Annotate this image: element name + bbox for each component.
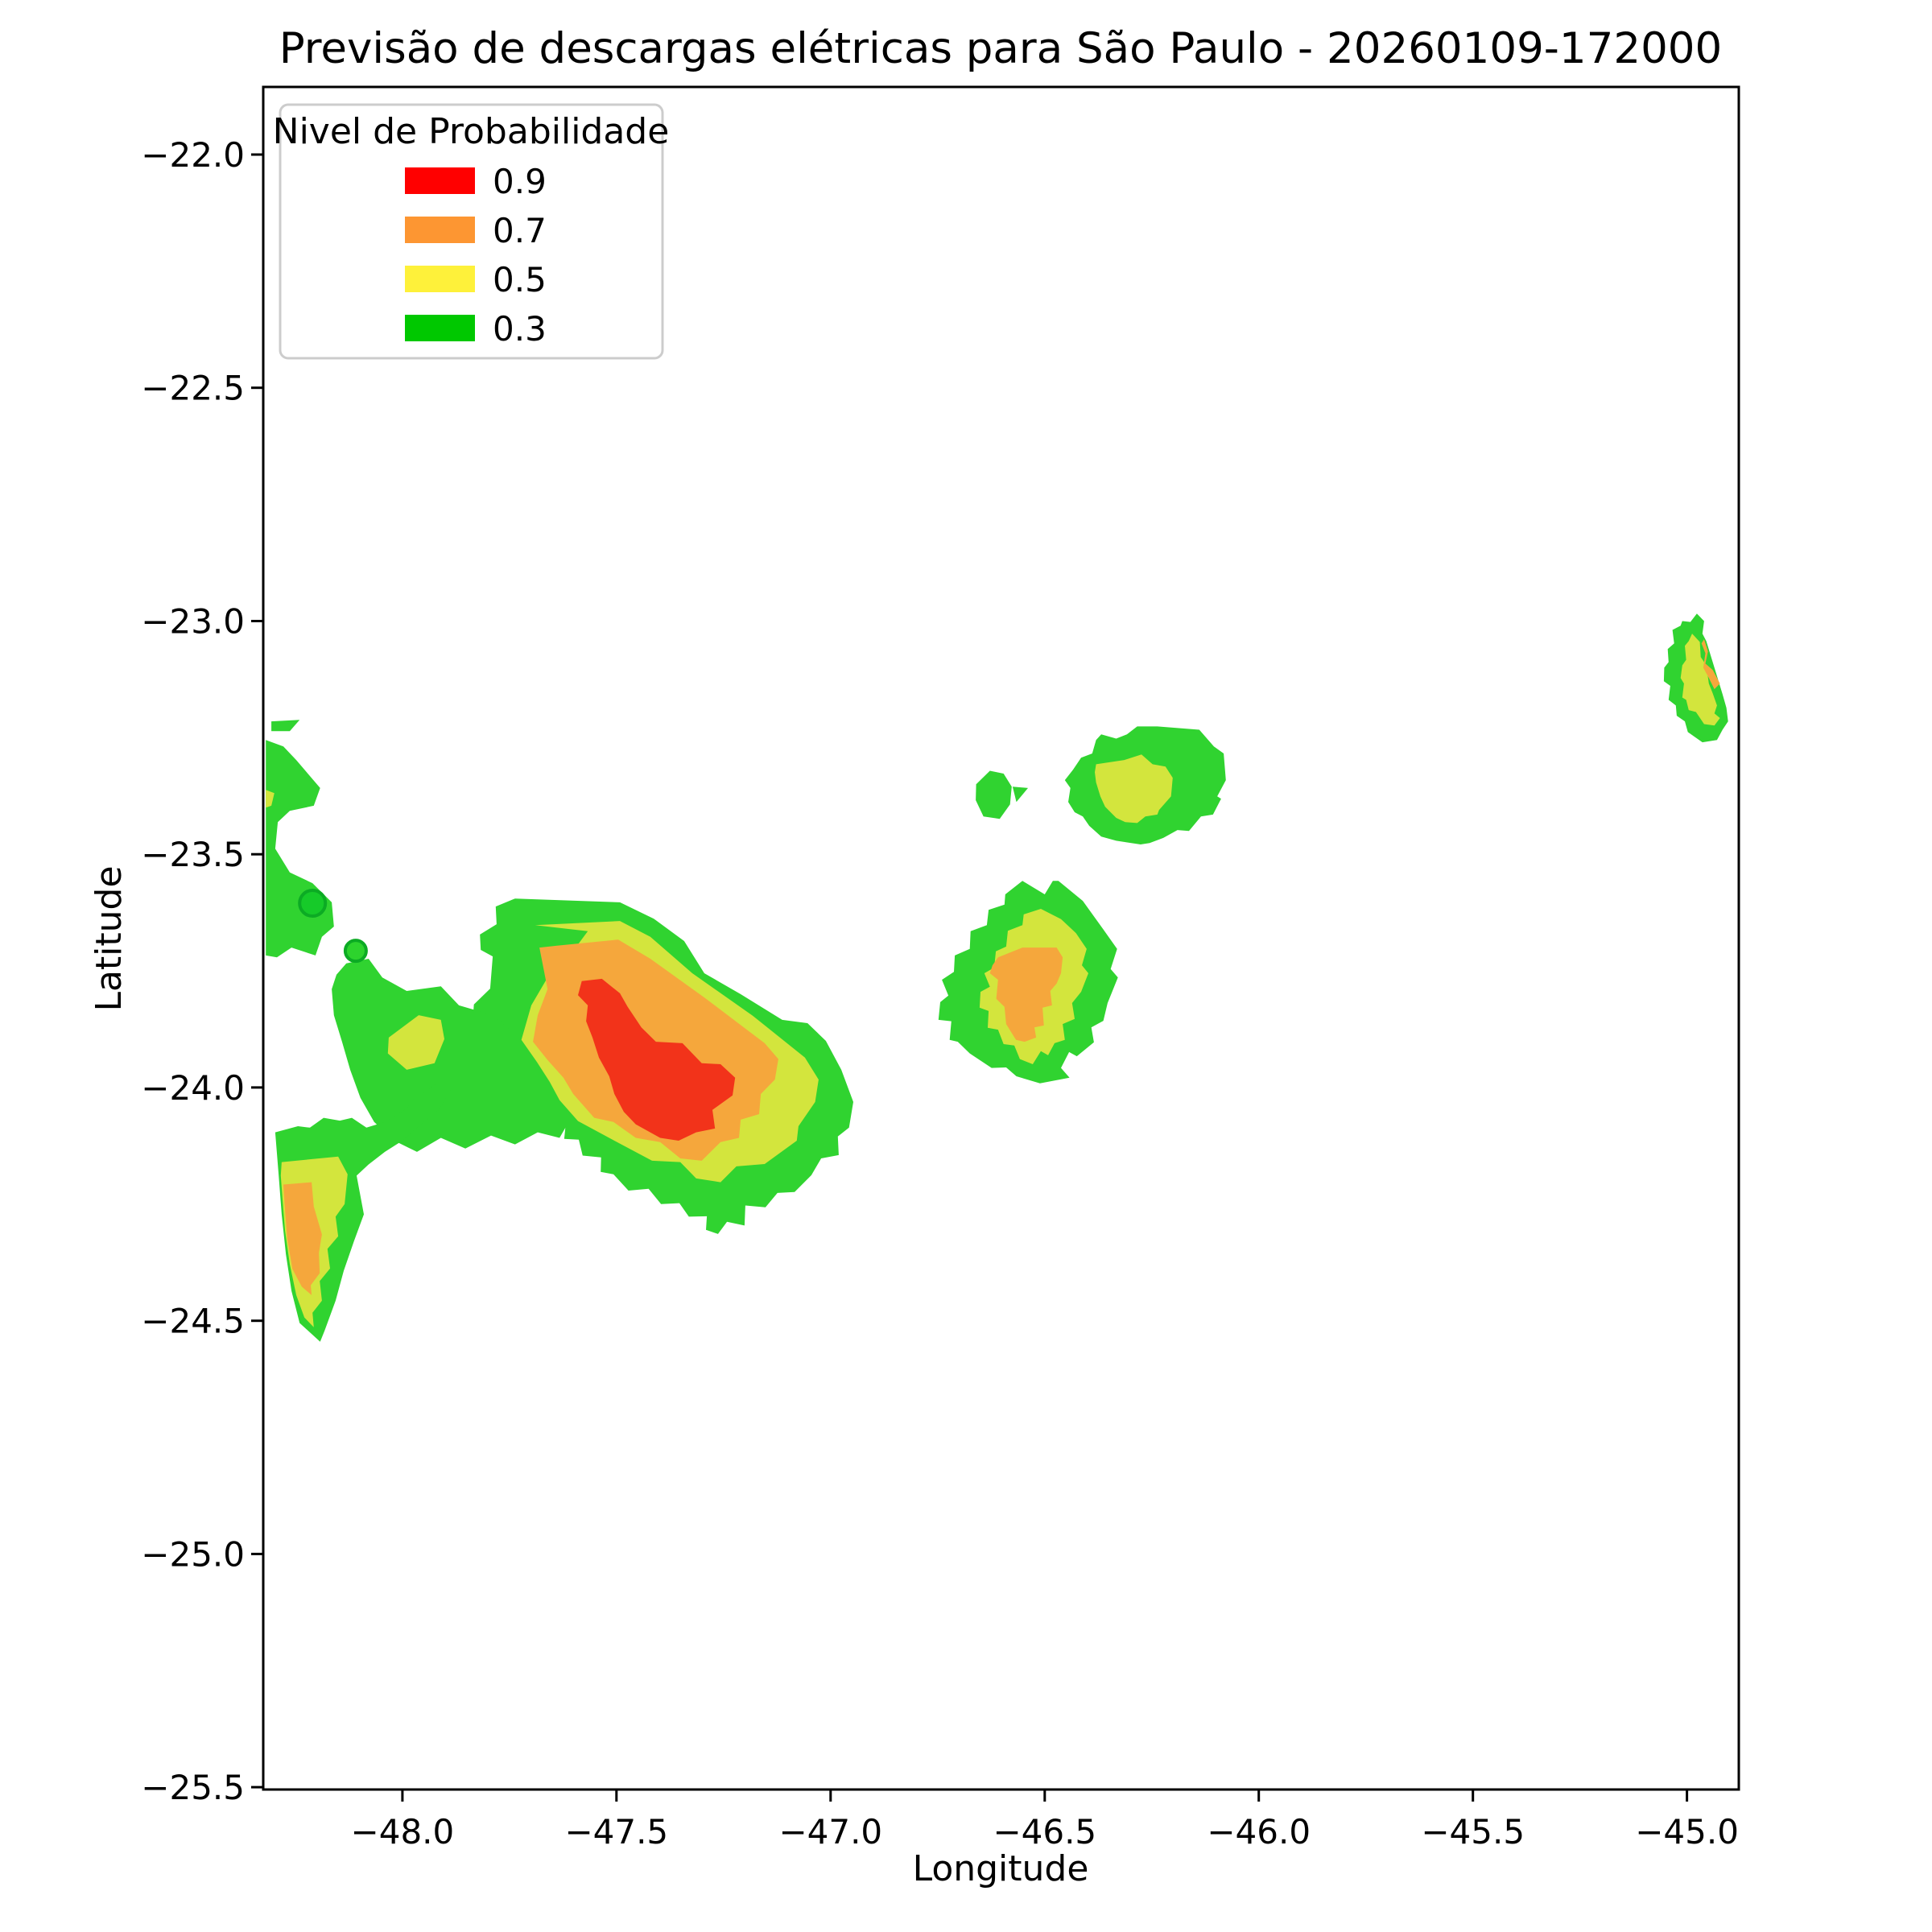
x-tick-label: −47.5 <box>564 1812 668 1852</box>
contour-region-main-storm-red <box>578 978 736 1141</box>
legend-label-0.7: 0.7 <box>493 211 547 250</box>
x-axis-label: Longitude <box>913 1848 1089 1889</box>
contour-region-bridge-green <box>332 959 574 1152</box>
contour-region-north-storm-yellow <box>1095 754 1173 824</box>
grid-point-marker-2 <box>343 939 368 964</box>
legend-swatch-0.5 <box>405 266 475 292</box>
contour-region-fareast-storm-orange <box>1701 639 1720 690</box>
x-tick-label: −48.0 <box>351 1812 455 1852</box>
x-axis-ticks: −48.0 −47.5 −47.0 −46.5 −46.0 −45.5 −45.0 <box>351 1790 1739 1852</box>
legend: Nivel de Probabilidade 0.9 0.7 0.5 0.3 <box>273 103 670 360</box>
legend-label-0.5: 0.5 <box>493 260 547 299</box>
x-tick-label: −46.5 <box>993 1812 1096 1852</box>
legend-title: Nivel de Probabilidade <box>273 111 670 152</box>
point-markers-layer <box>298 889 368 964</box>
legend-swatch-0.3 <box>405 315 475 341</box>
y-tick-label: −24.0 <box>141 1068 245 1108</box>
y-tick-label: −23.5 <box>141 835 245 874</box>
y-tick-label: −22.5 <box>141 369 245 408</box>
legend-label-0.3: 0.3 <box>493 309 547 349</box>
legend-label-0.9: 0.9 <box>493 162 547 201</box>
contour-region-north-small-triangle-green <box>1012 786 1028 803</box>
y-tick-label: −25.5 <box>141 1768 245 1807</box>
legend-rows: 0.9 0.7 0.5 0.3 <box>405 162 547 349</box>
plot-area-border <box>262 85 1740 1791</box>
x-tick-label: −45.0 <box>1635 1812 1739 1852</box>
contour-region-east-storm-orange <box>989 947 1063 1042</box>
chart-title: Previsão de descargas elétricas para São… <box>279 24 1723 73</box>
contour-region-left-sliver-green <box>271 720 300 732</box>
legend-swatch-0.7 <box>405 217 475 243</box>
contour-region-bridge-yellow <box>387 1015 444 1070</box>
contour-regions-layer <box>266 613 1728 1342</box>
y-tick-label: −22.0 <box>141 135 245 175</box>
y-axis-label: Latitude <box>89 865 130 1011</box>
contour-region-wedge-orange <box>283 1182 322 1295</box>
grid-point-marker-1 <box>298 889 328 918</box>
y-tick-label: −25.0 <box>141 1534 245 1574</box>
legend-swatch-0.9 <box>405 167 475 194</box>
contour-region-left-edge-yellow-sliver <box>266 790 275 808</box>
contour-region-fareast-storm-yellow <box>1680 634 1720 726</box>
contour-region-north-small-green <box>976 770 1012 819</box>
y-tick-label: −24.5 <box>141 1302 245 1341</box>
x-tick-label: −45.5 <box>1421 1812 1525 1852</box>
x-tick-label: −46.0 <box>1207 1812 1311 1852</box>
y-axis-ticks: −22.0 −22.5 −23.0 −23.5 −24.0 −24.5 −25.0 −25.5 <box>141 135 263 1807</box>
y-tick-label: −23.0 <box>141 602 245 642</box>
x-tick-label: −47.0 <box>778 1812 882 1852</box>
